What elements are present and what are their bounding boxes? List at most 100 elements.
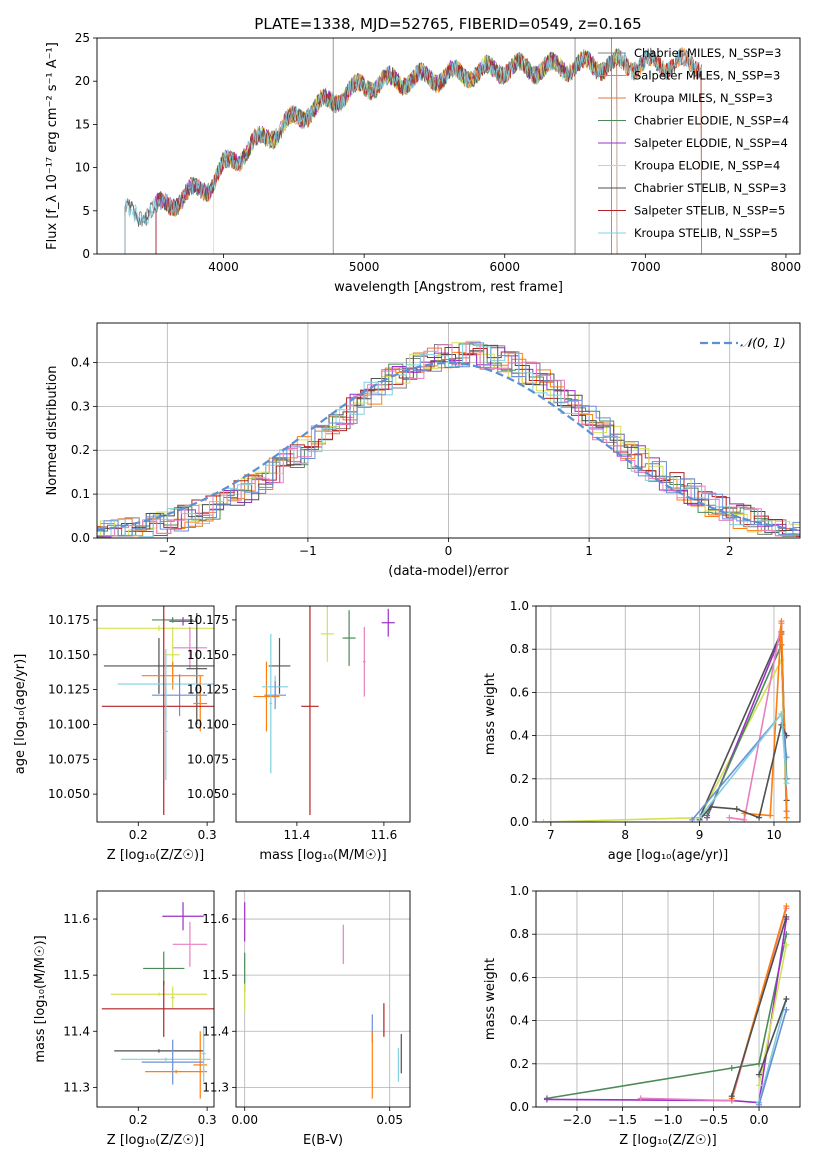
legend-label: Kroupa MILES, N_SSP=3: [634, 91, 773, 105]
errorbar-point: [101, 606, 214, 816]
plot-frame: [96, 37, 801, 255]
plot-frame: [96, 605, 215, 823]
age_vs_mass-marks: [253, 606, 395, 816]
y-tick-label: 0.8: [510, 642, 529, 656]
y-tick-label: 10: [75, 161, 90, 175]
errorbar-point: [363, 626, 366, 697]
y-tick-label: 10.175: [48, 613, 90, 627]
x-tick-label: 0.3: [198, 1113, 217, 1127]
y-tick-label: 0.4: [510, 1014, 529, 1028]
spectrum-legend: Chabrier MILES, N_SSP=3 Salpeter MILES, N…: [598, 46, 789, 240]
mass_vs_Z-panel: 0.2 0.3 11.3 11.4 11.5 11.6 Z [log₁₀(Z/Z☉)] mas…: [33, 890, 217, 1148]
y-tick-label: 10.125: [187, 683, 229, 697]
errorbar-point: [320, 606, 334, 662]
x-tick-label: −2: [158, 544, 176, 558]
y-tick-label: 20: [75, 74, 90, 88]
line-series: [744, 621, 788, 818]
x-tick-label: 0.3: [198, 828, 217, 842]
y-tick-label: 0.2: [71, 443, 90, 457]
x-tick-label: 0.2: [129, 828, 148, 842]
y-tick-label: 10.050: [187, 787, 229, 801]
line-series: [546, 918, 788, 1104]
x-tick-label: 7000: [630, 260, 661, 274]
x-tick-label: −2.0: [562, 1113, 591, 1127]
y-tick-label: 0.2: [510, 772, 529, 786]
x-tick-label: −1.0: [653, 1113, 682, 1127]
x-axis-label: Z [log₁₀(Z/Z☉)]: [107, 1133, 204, 1148]
errorbar-point: [201, 1025, 206, 1082]
x-axis-label: (data-model)/error: [388, 564, 509, 579]
weight_vs_Z-panel: −2.0 −1.5 −1.0 −0.5 0.0 0.0 0.2 0.4 0.6 0.8 1.0 Z […: [483, 884, 801, 1148]
errorbar-point: [114, 1049, 204, 1053]
errorbar-point: [141, 661, 204, 690]
errorbar-point: [170, 986, 175, 1009]
x-tick-label: 0.00: [231, 1113, 258, 1127]
y-tick-label: 1.0: [510, 884, 529, 898]
errorbar-point: [121, 1057, 211, 1061]
plot-frame: [535, 890, 801, 1108]
errorbar-point: [172, 921, 208, 967]
x-tick-label: 0.0: [749, 1113, 768, 1127]
legend-label: Chabrier MILES, N_SSP=3: [634, 46, 781, 60]
plot-frame: [235, 890, 411, 1108]
errorbar-point: [163, 682, 168, 781]
line-series: [546, 934, 788, 1100]
x-tick-label: 5000: [349, 260, 380, 274]
histogram-series: [97, 342, 800, 538]
x-tick-label: 11.6: [371, 828, 398, 842]
y-axis-label: Normed distribution: [45, 366, 60, 496]
x-axis-label: mass [log₁₀(M/M☉)]: [259, 848, 386, 863]
errorbar-point: [264, 681, 287, 710]
y-tick-label: 25: [75, 31, 90, 45]
errorbar-point: [172, 626, 208, 669]
legend-label: Salpeter STELIB, N_SSP=5: [634, 204, 785, 218]
spectrum-series-kroupa-stelib: [124, 48, 702, 254]
age_vs_Z-panel: 0.2 0.3 10.050 10.075 10.100 10.125 10.150 10.1…: [13, 605, 217, 863]
figure-title: PLATE=1338, MJD=52765, FIBERID=0549, z=0…: [254, 15, 641, 33]
histogram-series: [97, 347, 800, 538]
y-tick-label: 11.3: [63, 1080, 90, 1094]
y-tick-label: 11.5: [63, 968, 90, 982]
y-tick-label: 10.150: [187, 648, 229, 662]
x-tick-label: 9: [696, 828, 704, 842]
mass_vs_EBV-marks: [244, 902, 402, 1099]
y-tick-label: 0.2: [510, 1057, 529, 1071]
weight_vs_age-marks: [540, 618, 790, 822]
y-tick-label: 11.3: [202, 1080, 229, 1094]
y-tick-label: 0.6: [510, 685, 529, 699]
plot-frame: [535, 605, 801, 823]
y-tick-label: 0.4: [510, 729, 529, 743]
line-series: [758, 998, 788, 1103]
errorbar-point: [145, 1069, 208, 1074]
line-series: [758, 998, 788, 1075]
errorbar-point: [301, 606, 319, 816]
errorbar-point: [110, 992, 208, 996]
legend-label: Salpeter MILES, N_SSP=3: [634, 69, 780, 83]
legend-label: Kroupa ELODIE, N_SSP=4: [634, 159, 780, 173]
mass_vs_EBV-panel: 0.00 0.05 11.3 11.4 11.5 11.6 E(B-V): [202, 890, 411, 1148]
y-axis-label: mass weight: [483, 673, 498, 755]
y-tick-label: 0.3: [71, 399, 90, 413]
y-tick-label: 10.075: [48, 752, 90, 766]
x-axis-label: wavelength [Angstrom, rest frame]: [334, 280, 563, 295]
x-tick-label: 1: [585, 544, 593, 558]
x-tick-label: 8000: [771, 260, 802, 274]
age_vs_mass-panel: 11.4 11.6 10.050 10.075 10.100 10.125 10.150 10…: [187, 605, 411, 863]
y-tick-label: 0.0: [510, 1100, 529, 1114]
y-tick-label: 10.175: [187, 613, 229, 627]
y-tick-label: 5: [82, 204, 90, 218]
y-axis-label: age [log₁₀(age/yr)]: [13, 654, 28, 775]
y-tick-label: 0.1: [71, 487, 90, 501]
y-tick-label: 0.0: [510, 815, 529, 829]
mass_vs_Z-marks: [101, 902, 214, 1099]
y-tick-label: 15: [75, 117, 90, 131]
errorbar-point: [193, 1031, 208, 1099]
y-tick-label: 0.0: [71, 531, 90, 545]
weight_vs_Z-marks: [543, 903, 790, 1107]
errorbar-point: [162, 902, 204, 931]
y-tick-label: 11.6: [63, 912, 90, 926]
x-tick-label: 0.2: [129, 1113, 148, 1127]
y-tick-label: 10.050: [48, 787, 90, 801]
y-tick-label: 11.4: [63, 1024, 90, 1038]
